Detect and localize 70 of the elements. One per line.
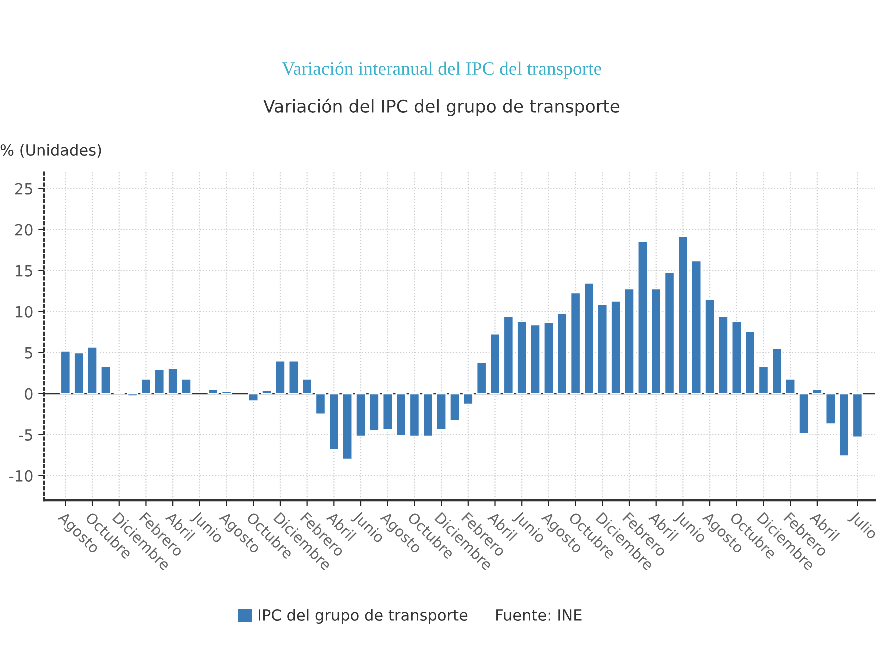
bar: [208, 389, 219, 395]
bar: [127, 393, 138, 398]
bar: [342, 393, 354, 460]
bar: [140, 378, 152, 395]
bar: [543, 322, 554, 395]
bar: [678, 236, 689, 395]
y-tick-label: 5: [25, 348, 32, 359]
bar: [221, 390, 232, 395]
bar: [570, 292, 582, 395]
bar: [758, 366, 770, 395]
bar: [812, 389, 823, 395]
bar: [556, 312, 568, 395]
bar: [664, 272, 676, 395]
bar: [154, 368, 166, 395]
bar: [436, 393, 448, 431]
bar: [368, 393, 380, 432]
bar: [691, 260, 702, 395]
bar: [422, 393, 434, 438]
bar: [315, 393, 326, 416]
bar: [355, 393, 367, 438]
legend-label: IPC del grupo de transporte: [259, 609, 468, 624]
bar: [650, 288, 662, 395]
y-tick-label: 0: [25, 388, 33, 400]
y-tick-label: 25: [15, 183, 32, 195]
bar: [302, 378, 313, 395]
bar: [490, 333, 501, 395]
bar: [396, 393, 407, 436]
bar: [476, 362, 488, 395]
bar: [60, 350, 72, 395]
bar: [744, 330, 756, 395]
bar: [610, 300, 622, 395]
bar: [74, 352, 85, 395]
bar: [180, 378, 192, 395]
bar: [503, 316, 514, 395]
bar: [798, 393, 810, 435]
y-tick-label: 15: [16, 266, 32, 277]
y-axis-title: % (Unidades): [0, 144, 102, 158]
bar: [168, 368, 179, 395]
bar: [516, 321, 528, 395]
y-tick-label: -5: [19, 430, 32, 441]
bar: [328, 393, 340, 450]
source-note: Fuente: INE: [496, 610, 582, 622]
bar: [718, 316, 729, 395]
bar: [248, 393, 260, 402]
bar: [462, 393, 474, 406]
bar: [838, 393, 850, 457]
bar: [530, 324, 542, 395]
bar: [637, 240, 648, 395]
bar: [100, 366, 112, 395]
bar: [624, 288, 636, 395]
bar: [597, 304, 608, 395]
chart-title: Variación interanual del IPC del transporte: [282, 62, 602, 79]
bar: [274, 360, 286, 395]
bar: [852, 393, 864, 438]
bar: [731, 321, 742, 395]
bar: [704, 298, 716, 395]
y-tick-label: -10: [10, 470, 33, 482]
bar: [772, 348, 783, 395]
bar: [409, 393, 420, 438]
bar: [584, 282, 595, 395]
bar: [825, 393, 836, 425]
bar: [87, 346, 98, 395]
bar: [785, 378, 796, 395]
bar: [382, 393, 394, 431]
y-tick-label: 20: [15, 224, 33, 236]
bar: [288, 360, 300, 395]
chart-subtitle: Variación del IPC del grupo de transporte: [264, 98, 620, 116]
bar: [449, 393, 461, 422]
y-tick-label: 10: [16, 306, 33, 318]
bar: [262, 390, 273, 395]
